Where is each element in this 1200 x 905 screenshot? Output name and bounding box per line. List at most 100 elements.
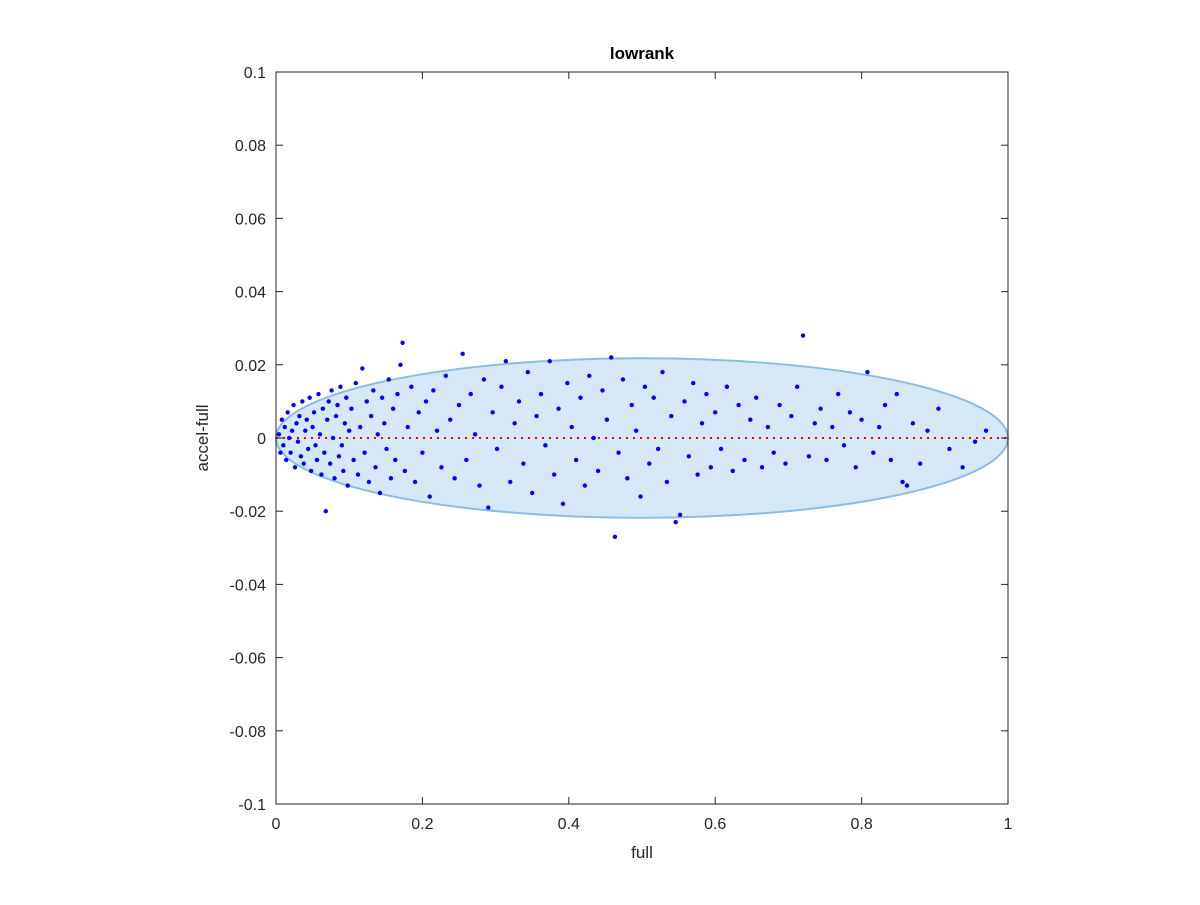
data-point [686,454,692,459]
data-point [730,468,735,474]
data-point [379,395,385,400]
data-point [936,406,941,411]
data-point [427,494,432,499]
data-point [543,443,548,448]
data-point [472,432,478,437]
data-point [393,457,398,463]
data-point [587,373,592,378]
data-point [551,472,557,477]
data-point [278,450,283,455]
data-point [452,476,457,481]
data-point [789,413,794,419]
data-point [349,406,354,411]
data-point [871,450,876,455]
data-point [304,417,309,422]
data-point [503,358,509,364]
data-point [342,421,348,426]
data-point [323,509,328,514]
data-point [925,428,930,433]
data-point [612,534,618,540]
x-tick-label: 0 [272,816,281,833]
data-point [713,410,718,415]
data-point [783,461,788,466]
data-point [320,406,326,411]
data-point [647,461,652,466]
data-point [279,417,285,422]
data-point [682,399,687,404]
data-point [282,424,287,430]
data-point [651,395,656,400]
data-point [516,399,522,404]
data-point [314,457,320,463]
data-point [876,424,882,430]
data-point [853,465,858,470]
data-point [368,413,374,419]
data-point [625,476,630,481]
data-point [366,479,372,485]
data-point [386,377,391,382]
data-point [412,479,418,485]
data-point [333,413,339,419]
data-point [316,391,321,397]
data-point [691,380,696,386]
data-point [677,512,683,518]
data-point [642,384,648,389]
data-point [284,457,289,463]
data-point [742,457,747,463]
data-point [357,424,363,430]
data-point [336,454,342,459]
data-point [477,483,482,488]
data-point [281,443,286,448]
y-tick-label: -0.1 [238,797,266,814]
data-point [288,450,293,455]
data-point [695,472,700,477]
x-axis-label: full [631,843,653,862]
data-point [508,479,513,485]
data-point [664,479,670,485]
data-point [322,450,327,455]
data-point [456,402,462,408]
data-point [390,406,396,411]
data-point [286,435,292,441]
data-point [794,384,800,389]
y-tick-label: -0.04 [230,577,267,594]
data-point [569,424,574,430]
data-point [521,461,526,466]
data-point [753,395,759,400]
y-tick-label: 0.04 [235,285,266,302]
data-point [609,355,614,360]
data-point [534,413,539,419]
data-point [330,435,336,441]
data-point [317,432,323,437]
data-point [398,362,403,367]
data-point [604,417,610,422]
data-point [448,417,453,422]
data-point [699,421,705,426]
data-point [431,388,436,393]
data-point [736,402,741,408]
data-point [409,384,414,389]
data-point [525,369,531,375]
data-point [573,457,579,463]
data-point [620,377,626,382]
data-point [835,391,841,397]
data-point [824,457,829,463]
data-point [600,388,605,393]
data-point [347,428,352,433]
data-point [298,454,304,459]
data-point [865,369,870,375]
data-point [339,443,345,448]
data-point [777,402,782,408]
data-point [960,465,965,470]
data-point [460,351,465,357]
data-point [771,450,776,455]
data-point [633,428,639,433]
data-point [345,483,350,488]
data-point [748,417,753,422]
data-point [595,468,601,474]
data-point [582,483,588,488]
data-point [335,402,340,408]
data-point [319,472,324,477]
data-point [395,391,400,397]
